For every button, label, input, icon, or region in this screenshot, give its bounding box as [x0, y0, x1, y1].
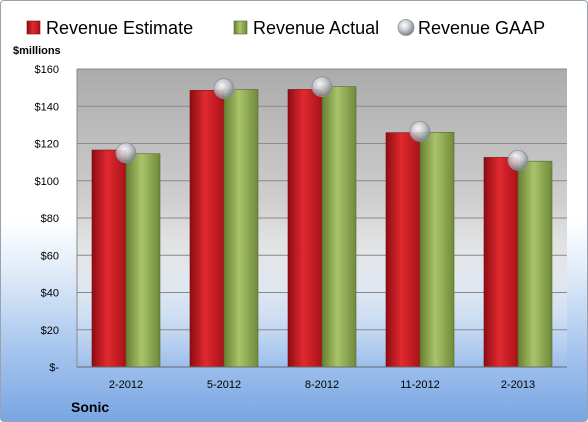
bar-revenue-estimate: [189, 90, 225, 368]
y-tick-label: $100: [35, 176, 59, 188]
x-tick-label: 2-2013: [501, 379, 535, 391]
legend-swatch-gaap: [397, 19, 415, 36]
legend-swatch-estimate: [26, 20, 41, 35]
y-tick-label: $40: [41, 288, 59, 300]
marker-revenue-gaap: [311, 76, 333, 98]
x-tick-label: 11-2012: [400, 379, 440, 391]
y-axis: $- $20 $40 $60 $80 $100 $120 $140 $160: [35, 64, 78, 374]
bars: [91, 86, 553, 368]
y-tick-label: $60: [41, 250, 59, 262]
legend-label: Revenue Estimate: [46, 18, 193, 38]
legend-swatch-actual: [233, 20, 248, 35]
y-tick-label: $80: [41, 213, 59, 225]
bar-revenue-estimate: [483, 157, 519, 368]
y-axis-unit-label: $millions: [13, 45, 61, 57]
x-tick-label: 2-2012: [109, 379, 143, 391]
legend-label: Revenue Actual: [253, 18, 379, 38]
y-tick-label: $20: [41, 325, 59, 337]
marker-revenue-gaap: [115, 142, 137, 164]
bar-revenue-actual: [125, 153, 161, 368]
bar-revenue-actual: [223, 89, 259, 368]
legend: Revenue Estimate Revenue Actual Revenue GA…: [26, 18, 545, 38]
gaap-markers: [115, 76, 529, 171]
marker-revenue-gaap: [213, 78, 235, 99]
y-tick-label: $-: [49, 362, 59, 374]
company-label: Sonic: [71, 399, 109, 415]
y-tick-label: $160: [35, 64, 59, 76]
bar-revenue-actual: [517, 160, 553, 368]
bar-revenue-actual: [419, 132, 455, 368]
bar-revenue-actual: [321, 86, 357, 368]
x-tick-label: 5-2012: [207, 379, 241, 391]
bar-revenue-estimate: [91, 149, 127, 368]
y-tick-label: $140: [35, 101, 59, 113]
marker-revenue-gaap: [409, 120, 431, 142]
y-tick-label: $120: [35, 139, 59, 151]
x-tick-label: 8-2012: [305, 379, 339, 391]
legend-label: Revenue GAAP: [418, 18, 545, 38]
x-axis: 2-2012 5-2012 8-2012 11-2012 2-2013: [77, 366, 567, 391]
bar-revenue-estimate: [287, 89, 323, 368]
marker-revenue-gaap: [507, 149, 529, 171]
bar-revenue-estimate: [385, 132, 421, 368]
